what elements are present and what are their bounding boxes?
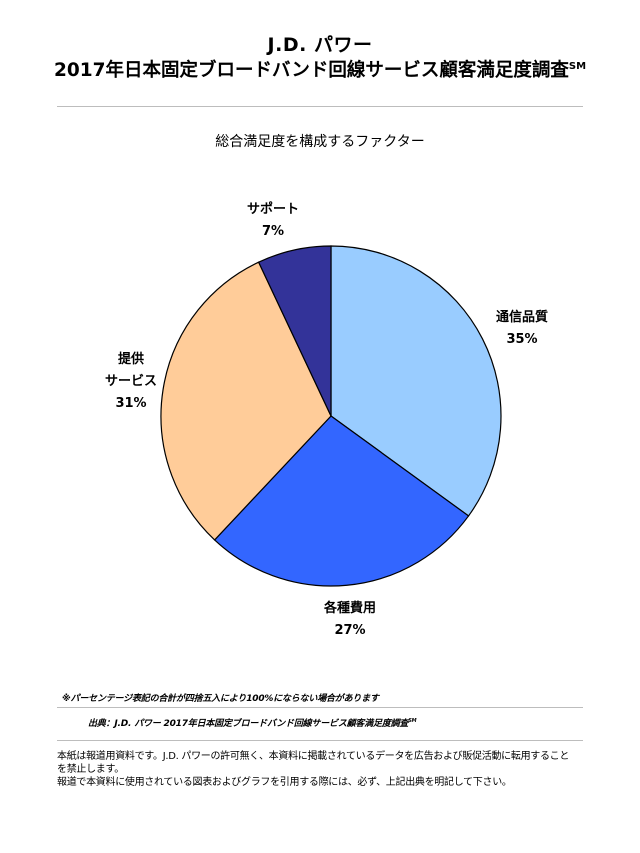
disclaimer-line: を禁止します。: [57, 764, 124, 775]
source-service-mark: SM: [408, 718, 417, 724]
service-mark: SM: [568, 61, 587, 72]
disclaimer: 本紙は報道用資料です。J.D. パワーの許可無く、本資料に掲載されているデータを…: [57, 750, 617, 789]
slice-value-label: 7%: [262, 224, 284, 239]
slice-category-label: サービス: [105, 373, 157, 389]
slice-value-label: 27%: [334, 623, 365, 638]
report-title: 2017年日本固定ブロードバンド回線サービス顧客満足度調査SM: [0, 56, 640, 82]
slice-value-label: 35%: [506, 332, 537, 347]
slice-value-label: 31%: [115, 396, 146, 411]
source-text: 出典：J.D. パワー 2017年日本固定ブロードバンド回線サービス顧客満足度調…: [88, 719, 409, 729]
pie-slice: [330, 245, 502, 517]
pie-slice: [257, 245, 332, 417]
disclaimer-line: 本紙は報道用資料です。J.D. パワーの許可無く、本資料に掲載されているデータを…: [57, 751, 570, 762]
slice-category-label: 各種費用: [323, 600, 376, 616]
pie-slice: [213, 415, 470, 587]
slice-category-label: 提供: [118, 351, 144, 367]
source-citation: 出典：J.D. パワー 2017年日本固定ブロードバンド回線サービス顧客満足度調…: [88, 716, 417, 729]
report-title-text: 2017年日本固定ブロードバンド回線サービス顧客満足度調査: [53, 60, 569, 81]
source-divider: [57, 740, 583, 741]
disclaimer-line: 報道で本資料に使用されている図表およびグラフを引用する際には、必ず、上記出典を明…: [57, 777, 512, 788]
slice-category-label: 通信品質: [496, 309, 548, 325]
rounding-note: ※パーセンテージ表記の合計が四捨五入により100%にならない場合があります: [62, 694, 379, 704]
pie-slice: [160, 261, 332, 541]
report-publisher-title: J.D. パワー: [267, 34, 373, 56]
chart-title: 総合満足度を構成するファクター: [215, 134, 425, 150]
note-divider: [57, 707, 583, 708]
slice-category-label: サポート: [247, 201, 299, 217]
header-divider: [57, 106, 583, 107]
